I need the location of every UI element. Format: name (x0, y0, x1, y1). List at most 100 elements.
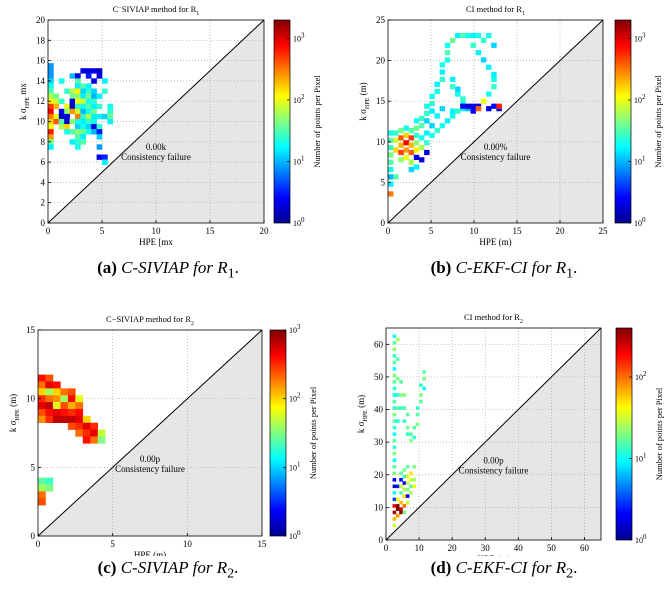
heatmap-cell (429, 93, 435, 100)
heatmap-cell (38, 374, 46, 382)
heatmap-cell (480, 37, 487, 44)
heatmap-cell (434, 127, 440, 134)
x-tick-label: 10 (415, 543, 425, 553)
heatmap-cell (91, 113, 97, 120)
x-tick-label: 15 (206, 226, 216, 236)
heatmap-cell (429, 101, 435, 107)
heatmap-cell (434, 89, 440, 95)
heatmap-cell (58, 113, 65, 120)
heatmap-cell (392, 478, 397, 482)
y-tick-label: 60 (374, 339, 384, 349)
heatmap-cell (82, 415, 91, 423)
heatmap-cell (418, 123, 425, 129)
heatmap-cell (91, 129, 97, 135)
heatmap-cell (403, 140, 409, 146)
colorbar-tick-label: 102 (289, 392, 301, 404)
heatmap-cell (475, 106, 482, 112)
heatmap-cell (418, 135, 425, 141)
heatmap-cell (82, 429, 91, 437)
heatmap-cell (45, 388, 54, 396)
y-axis-label: k σHPE (m) (8, 394, 21, 432)
heatmap-cell (399, 510, 403, 515)
heatmap-cell (60, 395, 69, 403)
heatmap-cell (75, 124, 81, 130)
heatmap-cell (444, 42, 451, 48)
heatmap-cell (399, 507, 403, 511)
x-tick-label: 10 (470, 226, 480, 236)
colorbar-label: Number of points per Pixel (308, 386, 318, 479)
heatmap-cell (52, 381, 61, 389)
heatmap-cell (392, 445, 397, 449)
y-tick-label: 15 (26, 325, 36, 335)
colorbar-tick-label: 101 (634, 154, 646, 166)
heatmap-cell (405, 412, 410, 417)
heatmap-cell (408, 135, 415, 141)
heatmap-cell (415, 406, 420, 410)
heatmap-cell (69, 118, 76, 125)
heatmap-cell (67, 408, 76, 417)
y-tick-label: 0 (31, 531, 36, 541)
colorbar-tick-label: 101 (293, 154, 305, 166)
heatmap-cell (388, 191, 394, 197)
heatmap-cell (58, 118, 65, 125)
heatmap-cell (398, 157, 404, 163)
heatmap-cell (388, 159, 394, 165)
heatmap-cell (85, 73, 92, 79)
heatmap-cell (399, 491, 403, 495)
heatmap-cell (75, 429, 84, 437)
colorbar-tick-label: 103 (293, 31, 305, 43)
heatmap-cell (64, 108, 70, 115)
heatmap-cell (392, 393, 397, 397)
heatmap-cell (64, 103, 70, 110)
heatmap-cell (85, 124, 92, 130)
heatmap-cell (80, 134, 87, 140)
heatmap-cell (75, 395, 84, 403)
heatmap-cell (60, 388, 69, 396)
heatmap-cell (402, 468, 407, 472)
heatmap-cell (422, 386, 426, 391)
heatmap-cell (102, 154, 108, 160)
heatmap-cell (496, 103, 502, 109)
x-axis-label: HPE (m) (477, 554, 509, 556)
heatmap-cell (465, 103, 471, 109)
heatmap-cell (408, 127, 415, 134)
heatmap-cell (455, 86, 461, 92)
caption-sub: 2 (566, 565, 574, 582)
heatmap-cell (395, 337, 400, 342)
heatmap-cell (69, 98, 76, 105)
heatmap-cell (85, 118, 92, 125)
heatmap-cell (53, 113, 60, 120)
heatmap-cell (486, 32, 492, 39)
y-axis-label: k σHPE (m) (356, 395, 369, 433)
chart-title: C−SIVIAP method for R2 (106, 314, 194, 327)
plot-frame (37, 329, 263, 537)
colorbar-tick-label: 102 (635, 370, 647, 382)
heatmap-cell (480, 57, 487, 63)
heatmap-cell (96, 103, 103, 110)
heatmap-cell (398, 127, 404, 134)
heatmap-cell (392, 334, 397, 339)
heatmap-cell (398, 149, 404, 156)
y-tick-label: 12 (36, 96, 45, 106)
failure-percentage: 0.00% (484, 142, 508, 152)
heatmap-cell (392, 458, 397, 463)
colorbar-tick-label: 103 (634, 31, 646, 43)
heatmap-cell (402, 474, 407, 479)
heatmap-cell (408, 159, 415, 165)
heatmap-cell (85, 129, 92, 135)
x-tick-label: 15 (513, 226, 523, 236)
heatmap-cell (38, 477, 46, 485)
heatmap-cell (38, 498, 46, 506)
heatmap-cell (64, 118, 70, 125)
consistency-diagonal (385, 327, 602, 541)
heatmap-cell (85, 88, 92, 94)
heatmap-cell (392, 419, 397, 423)
heatmap-cell (75, 98, 81, 105)
heatmap-cell (85, 98, 92, 105)
heatmap-cell (96, 73, 103, 79)
x-tick-label: 0 (36, 539, 41, 549)
y-tick-label: 14 (36, 76, 46, 86)
heatmap-cell (395, 504, 400, 508)
heatmap-cell (96, 93, 103, 99)
heatmap-cell (91, 93, 97, 99)
